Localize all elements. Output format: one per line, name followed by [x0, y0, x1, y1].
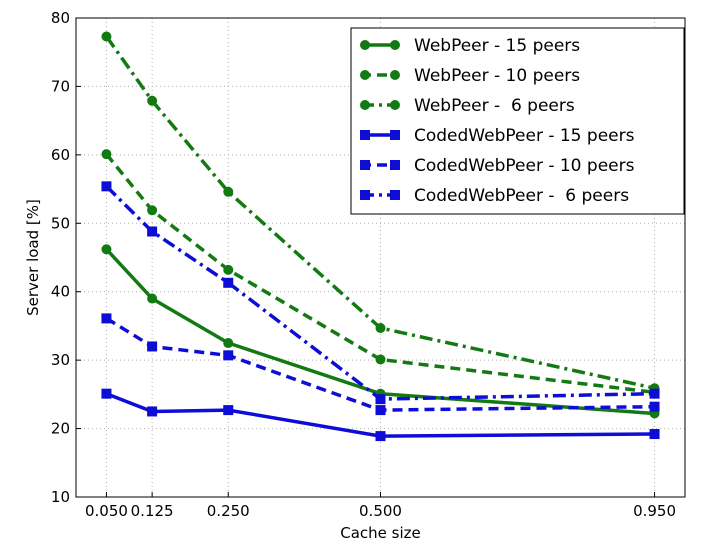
data-point — [375, 431, 386, 442]
series-line — [105, 35, 655, 390]
data-point — [375, 354, 386, 365]
legend-box — [350, 27, 685, 215]
data-point — [223, 264, 234, 275]
data-point — [223, 350, 234, 361]
x-tick-label: 0.500 — [359, 502, 402, 520]
legend-item: CodedWebPeer - 10 peers — [360, 156, 635, 176]
data-point — [101, 313, 112, 324]
legend-label: WebPeer - 10 peers — [414, 66, 580, 86]
data-point — [649, 429, 660, 440]
data-point — [223, 405, 234, 416]
legend-marker — [390, 130, 400, 140]
legend: WebPeer - 15 peers WebPeer - 10 peers WebP… — [350, 27, 685, 215]
data-point — [101, 244, 112, 255]
legend-label: CodedWebPeer - 6 peers — [414, 186, 629, 206]
series — [101, 244, 660, 419]
legend-marker — [360, 40, 370, 50]
y-tick-label: 30 — [51, 351, 70, 369]
data-point — [147, 406, 158, 417]
y-tick-label: 10 — [51, 488, 70, 506]
y-tick-label: 50 — [51, 214, 70, 232]
x-tick-label: 0.125 — [131, 502, 174, 520]
data-point — [147, 95, 158, 106]
data-point — [375, 394, 386, 405]
data-point — [101, 31, 112, 42]
y-tick-label: 20 — [51, 420, 70, 438]
axis-ticks: 0.050 0.125 0.250 0.500 0.950 10 20 30 40 50 60 70 8… — [51, 9, 676, 520]
data-point — [101, 181, 112, 192]
legend-item: WebPeer - 15 peers — [360, 36, 580, 56]
x-tick-label: 0.950 — [633, 502, 676, 520]
legend-marker — [390, 160, 400, 170]
legend-marker — [360, 190, 370, 200]
data-point — [649, 388, 660, 399]
data-point — [223, 277, 234, 288]
data-point — [147, 293, 158, 304]
legend-marker — [390, 40, 400, 50]
legend-label: WebPeer - 15 peers — [414, 36, 580, 56]
x-tick-label: 0.050 — [85, 502, 128, 520]
data-point — [101, 149, 112, 160]
series — [101, 149, 660, 398]
data-point — [147, 341, 158, 352]
data-point — [375, 405, 386, 416]
data-point — [223, 186, 234, 197]
legend-marker — [360, 100, 370, 110]
series — [101, 388, 660, 442]
data-point — [147, 226, 158, 237]
legend-marker — [360, 70, 370, 80]
data-point — [101, 388, 112, 399]
series — [101, 31, 660, 394]
data-point — [375, 322, 386, 333]
legend-marker — [360, 160, 370, 170]
x-axis-label: Cache size — [340, 524, 421, 542]
legend-label: CodedWebPeer - 10 peers — [414, 156, 635, 176]
data-point — [649, 401, 660, 412]
legend-item: CodedWebPeer - 6 peers — [360, 186, 629, 206]
y-axis-label: Server load [%] — [24, 199, 42, 316]
legend-marker — [390, 190, 400, 200]
data-point — [147, 205, 158, 216]
series — [101, 181, 660, 405]
legend-label: CodedWebPeer - 15 peers — [414, 126, 635, 146]
legend-marker — [390, 70, 400, 80]
legend-item: CodedWebPeer - 15 peers — [360, 126, 635, 146]
y-tick-label: 80 — [51, 9, 70, 27]
x-tick-label: 0.250 — [207, 502, 250, 520]
y-tick-label: 40 — [51, 283, 70, 301]
legend-label: WebPeer - 6 peers — [414, 96, 575, 116]
legend-item: WebPeer - 10 peers — [360, 66, 580, 86]
series — [101, 313, 660, 416]
y-tick-label: 70 — [51, 77, 70, 95]
y-tick-label: 60 — [51, 146, 70, 164]
series-layer — [101, 31, 660, 442]
legend-marker — [390, 100, 400, 110]
legend-item: WebPeer - 6 peers — [360, 96, 575, 116]
legend-marker — [360, 130, 370, 140]
data-point — [223, 338, 234, 349]
